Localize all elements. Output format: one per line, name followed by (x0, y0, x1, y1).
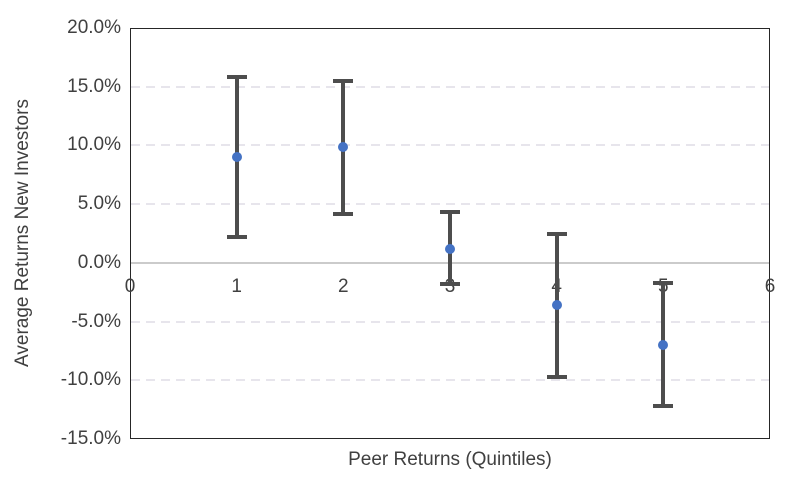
x-tick-label: 2 (338, 275, 349, 297)
gridline (131, 85, 769, 88)
x-tick-label: 0 (124, 275, 136, 297)
error-bar-cap-top (226, 75, 247, 80)
data-point-marker (231, 152, 242, 163)
data-point-marker (338, 141, 349, 152)
y-tick-label: -5.0% (71, 310, 121, 332)
error-bar-cap-bottom (440, 281, 460, 286)
gridline (131, 203, 769, 206)
data-point-marker (551, 300, 562, 311)
y-tick-label: -10.0% (60, 369, 121, 391)
gridline (131, 144, 769, 147)
error-bar-cap-bottom (653, 404, 674, 409)
data-point-marker (658, 340, 669, 351)
error-bar-cap-top (546, 231, 567, 236)
gridline (131, 320, 769, 323)
error-bar-cap-bottom (333, 211, 354, 216)
error-bar-cap-bottom (226, 235, 247, 240)
x-axis-title: Peer Returns (Quintiles) (348, 449, 552, 470)
error-bar-cap-bottom (546, 374, 567, 379)
x-tick-label: 1 (231, 275, 242, 297)
y-tick-label: -15.0% (60, 428, 121, 449)
y-tick-label: 20.0% (67, 17, 121, 38)
gridline (131, 379, 769, 382)
y-tick-label: 15.0% (67, 75, 121, 97)
x-tick-label: 3 (444, 275, 456, 297)
data-point-marker (445, 243, 455, 254)
error-bar-cap-top (653, 280, 674, 285)
x-tick-label: 6 (764, 275, 776, 297)
y-tick-label: 10.0% (67, 134, 121, 156)
error-bar-cap-top (333, 78, 354, 83)
error-bar-cap-top (440, 210, 460, 215)
y-tick-label: 5.0% (77, 193, 121, 215)
y-tick-label: 0.0% (77, 251, 121, 273)
